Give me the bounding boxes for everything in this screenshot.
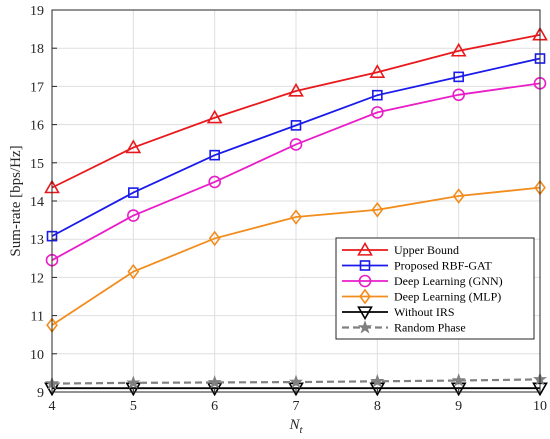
legend-entry: Deep Learning (MLP): [342, 288, 501, 305]
legend-marker: [357, 306, 373, 321]
data-point: [207, 375, 222, 389]
x-axis-title: Nt: [288, 417, 303, 436]
series-3: [46, 179, 546, 333]
data-point: [372, 89, 383, 101]
data-point: [128, 187, 139, 198]
y-tick-label: 18: [30, 42, 44, 57]
series-line: [51, 33, 541, 189]
data-point: [290, 120, 302, 131]
legend-marker: [357, 241, 373, 256]
y-axis-ticks: 9 10 11 12 13 14 15 16 17 18 19: [30, 4, 57, 401]
x-tick-label: 8: [374, 399, 381, 414]
y-tick-label: 11: [31, 310, 44, 325]
x-tick-label: 6: [211, 399, 218, 414]
legend-label: Proposed RBF-GAT: [394, 259, 492, 273]
x-axis-title-main: N: [288, 417, 300, 433]
legend-marker: [358, 274, 372, 288]
series-line: [51, 57, 541, 237]
data-point: [209, 149, 220, 161]
data-point: [126, 375, 141, 389]
y-tick-label: 15: [30, 157, 44, 172]
legend-marker: [359, 260, 371, 271]
data-point: [290, 209, 302, 225]
legend-entry: Upper Bound: [342, 241, 459, 257]
data-point: [451, 373, 466, 387]
legend-entry: Without IRS: [342, 305, 455, 321]
data-point: [371, 201, 384, 218]
legend-entry: Random Phase: [342, 320, 466, 335]
y-tick-label: 16: [30, 119, 44, 134]
y-tick-label: 13: [30, 233, 44, 248]
data-point: [125, 139, 142, 154]
data-point: [452, 188, 465, 204]
data-point: [452, 88, 465, 102]
data-point: [289, 138, 303, 151]
y-tick-label: 12: [30, 271, 44, 286]
data-point: [127, 209, 140, 222]
data-point: [450, 42, 467, 57]
series-layer: [44, 26, 548, 397]
data-point: [369, 64, 386, 78]
legend-label: Deep Learning (MLP): [394, 290, 501, 304]
x-tick-label: 7: [293, 399, 300, 414]
legend-marker: [357, 320, 373, 334]
x-axis-ticks: 4 5 6 7 8 9 10: [49, 387, 547, 414]
legend-label: Random Phase: [394, 321, 466, 335]
data-point: [371, 106, 384, 119]
y-tick-label: 9: [37, 386, 44, 401]
series-line: [51, 186, 541, 326]
series-1: [46, 53, 546, 242]
series-line: [51, 82, 541, 261]
legend-label: Without IRS: [394, 305, 455, 319]
x-tick-label: 5: [130, 399, 137, 414]
data-point: [127, 263, 140, 280]
data-point: [288, 374, 304, 389]
y-tick-label: 10: [30, 348, 44, 363]
legend-label: Upper Bound: [394, 243, 459, 257]
x-tick-label: 9: [455, 399, 462, 414]
data-point: [453, 71, 464, 83]
legend-entry: Deep Learning (GNN): [342, 274, 503, 288]
y-axis-title: Sum-rate [bps/Hz]: [8, 145, 24, 256]
y-tick-label: 14: [30, 195, 44, 210]
legend-marker: [359, 288, 371, 305]
legend-label: Deep Learning (GNN): [394, 274, 503, 288]
data-point: [288, 82, 304, 97]
legend-entry: Proposed RBF-GAT: [342, 259, 492, 273]
data-point: [370, 373, 385, 388]
x-tick-label: 4: [49, 399, 56, 414]
data-point: [206, 109, 223, 124]
data-point: [208, 175, 221, 189]
data-point: [208, 230, 221, 247]
series-2: [45, 77, 547, 267]
y-tick-label: 17: [30, 80, 44, 95]
x-axis-title-subscript: t: [299, 424, 303, 436]
y-tick-label: 19: [30, 4, 44, 19]
x-tick-label: 10: [533, 399, 547, 414]
series-0: [44, 26, 548, 194]
